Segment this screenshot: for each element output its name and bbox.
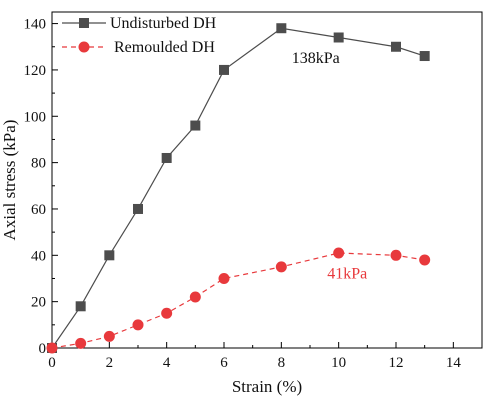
y-tick-label: 0: [39, 341, 47, 357]
y-tick-label: 100: [24, 109, 47, 125]
data-point: [419, 254, 431, 266]
legend-label: Undisturbed DH: [110, 15, 217, 32]
x-tick-label: 4: [163, 355, 171, 371]
data-point: [133, 203, 143, 214]
data-point: [333, 247, 345, 259]
data-point: [161, 152, 172, 163]
data-point: [218, 272, 230, 284]
data-point: [46, 342, 58, 354]
x-tick-label: 0: [48, 355, 56, 371]
plot-frame: [51, 11, 483, 349]
data-point: [276, 23, 287, 34]
data-point: [219, 64, 229, 75]
data-point: [390, 249, 402, 261]
y-tick-label: 80: [31, 156, 46, 172]
x-tick-label: 8: [278, 355, 286, 371]
x-axis-title: Strain (%): [232, 377, 302, 396]
x-axis-ticks: 0 2 4 6 8 10 12 14: [48, 342, 461, 371]
y-tick-label: 60: [31, 202, 46, 218]
data-point: [189, 291, 201, 303]
series-layer: [46, 23, 431, 354]
y-tick-label: 140: [24, 17, 47, 33]
x-tick-label: 14: [446, 355, 462, 371]
data-point: [275, 261, 287, 273]
data-point: [103, 330, 115, 342]
x-tick-label: 2: [106, 355, 114, 371]
data-point: [190, 120, 201, 131]
data-point: [391, 41, 401, 52]
x-tick-label: 10: [331, 355, 346, 371]
data-point: [419, 51, 430, 62]
y-tick-label: 20: [31, 295, 46, 311]
y-tick-label: 40: [31, 248, 46, 264]
y-axis-title: Axial stress (kPa): [0, 120, 19, 241]
x-tick-label: 12: [389, 355, 404, 371]
legend-marker: [79, 18, 89, 28]
data-point: [132, 319, 144, 331]
x-tick-label: 6: [220, 355, 228, 371]
data-point: [161, 307, 173, 319]
data-point: [104, 250, 115, 261]
series-line-0: [51, 27, 425, 349]
legend-label: Remoulded DH: [114, 39, 215, 56]
legend-marker: [78, 41, 90, 53]
legend: Undisturbed DH Remoulded DH: [62, 15, 217, 56]
annotation-layer: 138kPa 41kPa: [292, 50, 368, 283]
data-point: [333, 32, 344, 43]
annotation-label: 41kPa: [327, 265, 367, 282]
data-point: [75, 337, 87, 349]
data-point: [75, 301, 86, 312]
y-axis-ticks: 0 20 40 60 80 100 120 140: [24, 17, 58, 357]
y-tick-label: 120: [24, 63, 47, 79]
annotation-label: 138kPa: [292, 50, 340, 67]
